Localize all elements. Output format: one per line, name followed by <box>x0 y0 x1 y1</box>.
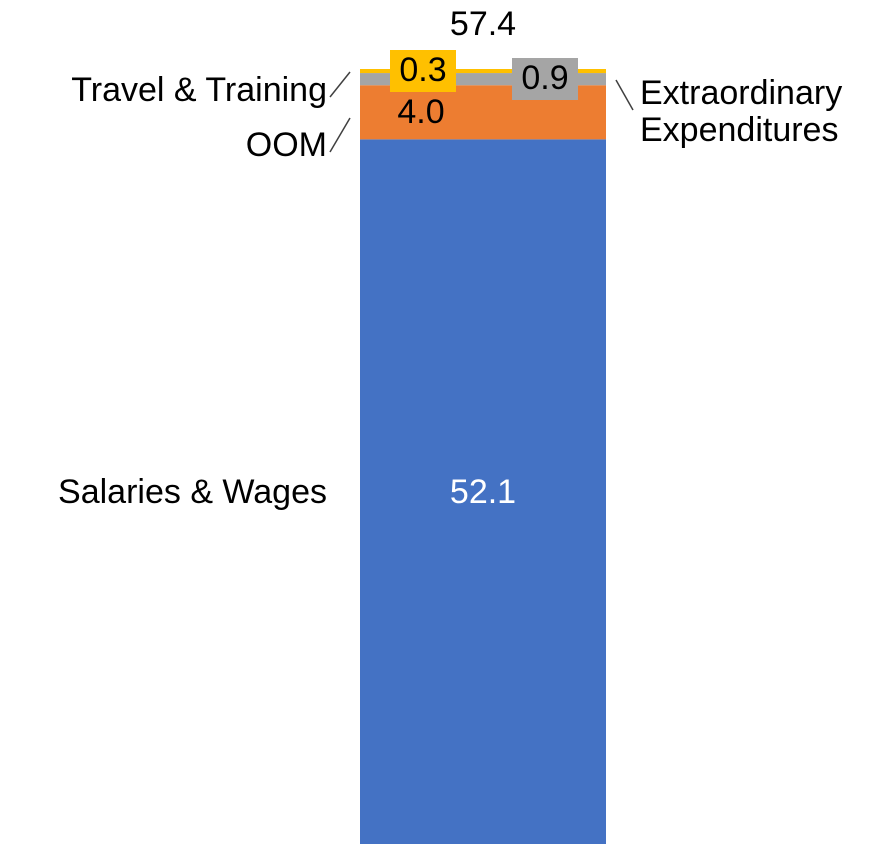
series-label: OOM <box>246 126 327 164</box>
bar-segment <box>360 139 606 844</box>
series-label: Travel & Training <box>71 71 327 109</box>
value-label-box <box>512 58 578 100</box>
leader-line <box>329 71 351 98</box>
series-label: Salaries & Wages <box>58 473 327 511</box>
value-label: 0.3 <box>399 51 446 89</box>
value-label: 0.9 <box>521 59 568 97</box>
bar-segment <box>360 69 606 74</box>
value-label: 4.0 <box>397 93 444 131</box>
value-label: 52.1 <box>450 473 516 511</box>
series-label: Extraordinary Expenditures <box>640 74 843 149</box>
total-label: 57.4 <box>450 5 516 43</box>
leader-line <box>329 117 351 153</box>
value-label-box <box>390 50 456 92</box>
leader-line <box>615 79 634 111</box>
